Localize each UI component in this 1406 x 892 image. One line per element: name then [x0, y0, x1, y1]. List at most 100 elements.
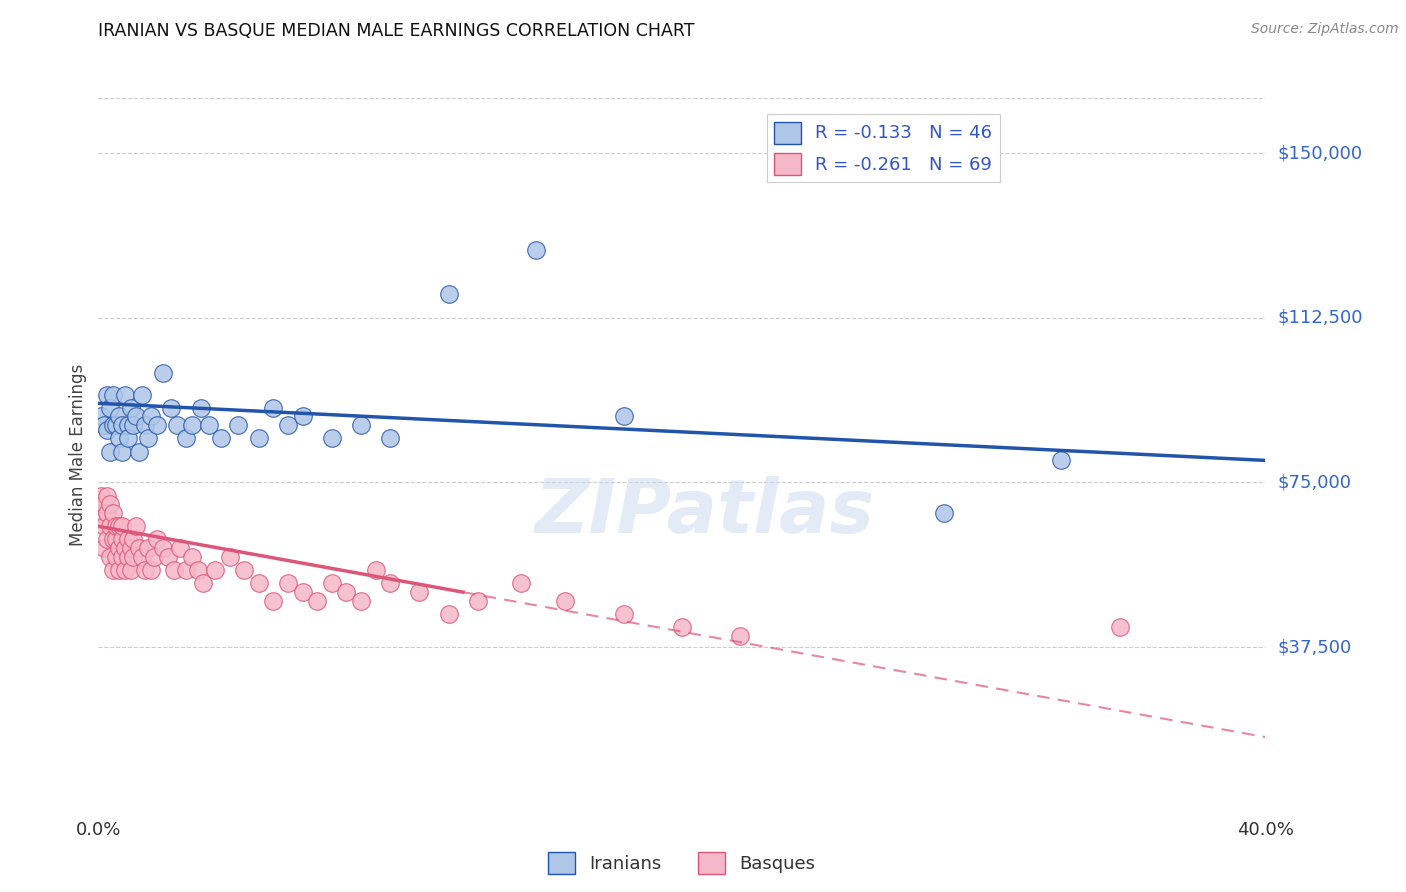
Point	[111, 444, 134, 458]
Point	[122, 549, 145, 564]
Text: $150,000: $150,000	[1277, 144, 1362, 162]
Point	[111, 533, 134, 547]
Point	[204, 563, 226, 577]
Point	[114, 541, 136, 556]
Point	[108, 541, 131, 556]
Point	[111, 549, 134, 564]
Point	[169, 541, 191, 556]
Point	[122, 533, 145, 547]
Point	[96, 423, 118, 437]
Point	[277, 576, 299, 591]
Point	[307, 594, 329, 608]
Point	[101, 506, 124, 520]
Point	[98, 497, 121, 511]
Point	[277, 418, 299, 433]
Legend: Iranians, Basques: Iranians, Basques	[541, 845, 823, 881]
Point	[98, 401, 121, 415]
Point	[128, 444, 150, 458]
Point	[1108, 620, 1130, 634]
Point	[93, 519, 115, 533]
Point	[193, 576, 215, 591]
Point	[104, 519, 127, 533]
Point	[247, 432, 270, 446]
Point	[152, 366, 174, 380]
Text: $75,000: $75,000	[1277, 474, 1351, 491]
Point	[262, 401, 284, 415]
Point	[90, 489, 112, 503]
Point	[117, 418, 139, 433]
Point	[262, 594, 284, 608]
Point	[96, 533, 118, 547]
Point	[180, 418, 202, 433]
Point	[98, 519, 121, 533]
Point	[117, 549, 139, 564]
Point	[128, 541, 150, 556]
Text: $112,500: $112,500	[1277, 309, 1362, 326]
Point	[120, 401, 142, 415]
Point	[510, 576, 533, 591]
Point	[131, 549, 153, 564]
Point	[364, 563, 387, 577]
Point	[104, 549, 127, 564]
Point	[111, 519, 134, 533]
Point	[163, 563, 186, 577]
Point	[160, 401, 183, 415]
Point	[104, 418, 127, 433]
Point	[291, 585, 314, 599]
Point	[125, 409, 148, 424]
Point	[408, 585, 430, 599]
Point	[98, 444, 121, 458]
Point	[101, 387, 124, 401]
Point	[93, 497, 115, 511]
Point	[117, 432, 139, 446]
Point	[93, 541, 115, 556]
Point	[108, 519, 131, 533]
Point	[233, 563, 256, 577]
Point	[96, 489, 118, 503]
Point	[218, 549, 240, 564]
Point	[146, 418, 169, 433]
Point	[96, 506, 118, 520]
Point	[101, 418, 124, 433]
Point	[728, 629, 751, 643]
Point	[350, 418, 373, 433]
Point	[93, 418, 115, 433]
Text: ZIPatlas: ZIPatlas	[536, 475, 876, 549]
Point	[180, 549, 202, 564]
Point	[134, 418, 156, 433]
Point	[1050, 453, 1073, 467]
Point	[117, 533, 139, 547]
Point	[114, 387, 136, 401]
Point	[101, 563, 124, 577]
Point	[108, 563, 131, 577]
Point	[437, 607, 460, 621]
Text: $37,500: $37,500	[1277, 638, 1351, 656]
Text: IRANIAN VS BASQUE MEDIAN MALE EARNINGS CORRELATION CHART: IRANIAN VS BASQUE MEDIAN MALE EARNINGS C…	[98, 22, 695, 40]
Point	[554, 594, 576, 608]
Point	[321, 432, 343, 446]
Point	[157, 549, 180, 564]
Point	[90, 409, 112, 424]
Point	[108, 409, 131, 424]
Point	[98, 549, 121, 564]
Point	[104, 533, 127, 547]
Point	[437, 286, 460, 301]
Point	[378, 432, 402, 446]
Point	[166, 418, 188, 433]
Point	[120, 541, 142, 556]
Point	[174, 563, 197, 577]
Point	[190, 401, 212, 415]
Text: Source: ZipAtlas.com: Source: ZipAtlas.com	[1251, 22, 1399, 37]
Point	[174, 432, 197, 446]
Point	[90, 506, 112, 520]
Y-axis label: Median Male Earnings: Median Male Earnings	[69, 364, 87, 546]
Point	[136, 541, 159, 556]
Point	[524, 243, 547, 257]
Point	[209, 432, 232, 446]
Point	[228, 418, 250, 433]
Point	[111, 418, 134, 433]
Point	[612, 607, 634, 621]
Point	[671, 620, 693, 634]
Point	[142, 549, 165, 564]
Point	[122, 418, 145, 433]
